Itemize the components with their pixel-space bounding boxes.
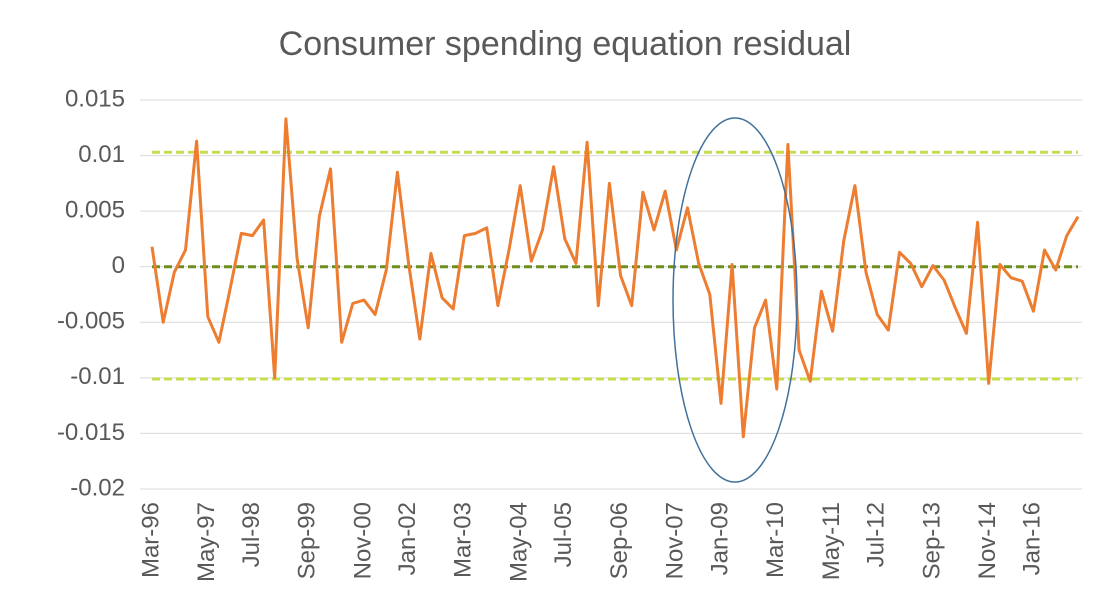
x-tick-label: Mar-10 (762, 502, 789, 578)
x-tick-label: Nov-07 (662, 502, 689, 579)
x-tick-label: Jul-05 (550, 502, 577, 567)
x-tick-label: Jan-16 (1019, 502, 1046, 575)
y-tick-label: 0 (112, 252, 125, 279)
x-tick-label: Mar-03 (450, 502, 477, 578)
x-tick-label: Nov-00 (349, 502, 376, 579)
y-tick-label: -0.005 (57, 308, 125, 335)
x-tick-label: Mar-96 (137, 502, 164, 578)
x-tick-label: Sep-99 (294, 502, 321, 579)
y-tick-label: 0.005 (65, 196, 125, 223)
x-tick-label: May-04 (506, 502, 533, 582)
x-tick-label: Jul-12 (863, 502, 890, 567)
series-line (150, 117, 1080, 439)
x-tick-label: Sep-13 (918, 502, 945, 579)
x-tick-label: Nov-14 (974, 502, 1001, 579)
x-tick-label: May-97 (193, 502, 220, 582)
x-tick-label: Jul-98 (238, 502, 265, 567)
highlight-ellipse (672, 117, 798, 483)
y-tick-label: -0.02 (70, 474, 125, 501)
x-tick-label: May-11 (818, 502, 845, 580)
x-tick-label: Sep-06 (606, 502, 633, 579)
plot-area: 0.015 0.01 0.005 0 -0.005 -0.01 -0.015 -0.02 Mar… (57, 85, 1082, 582)
y-tick-label: -0.01 (70, 363, 125, 390)
x-tick-label: Jan-02 (394, 502, 421, 575)
chart-title: Consumer spending equation residual (279, 25, 852, 63)
y-tick-label: 0.015 (65, 85, 125, 112)
x-tick-label: Jan-09 (706, 502, 733, 575)
y-tick-label: -0.015 (57, 419, 125, 446)
y-tick-label: 0.01 (78, 141, 125, 168)
